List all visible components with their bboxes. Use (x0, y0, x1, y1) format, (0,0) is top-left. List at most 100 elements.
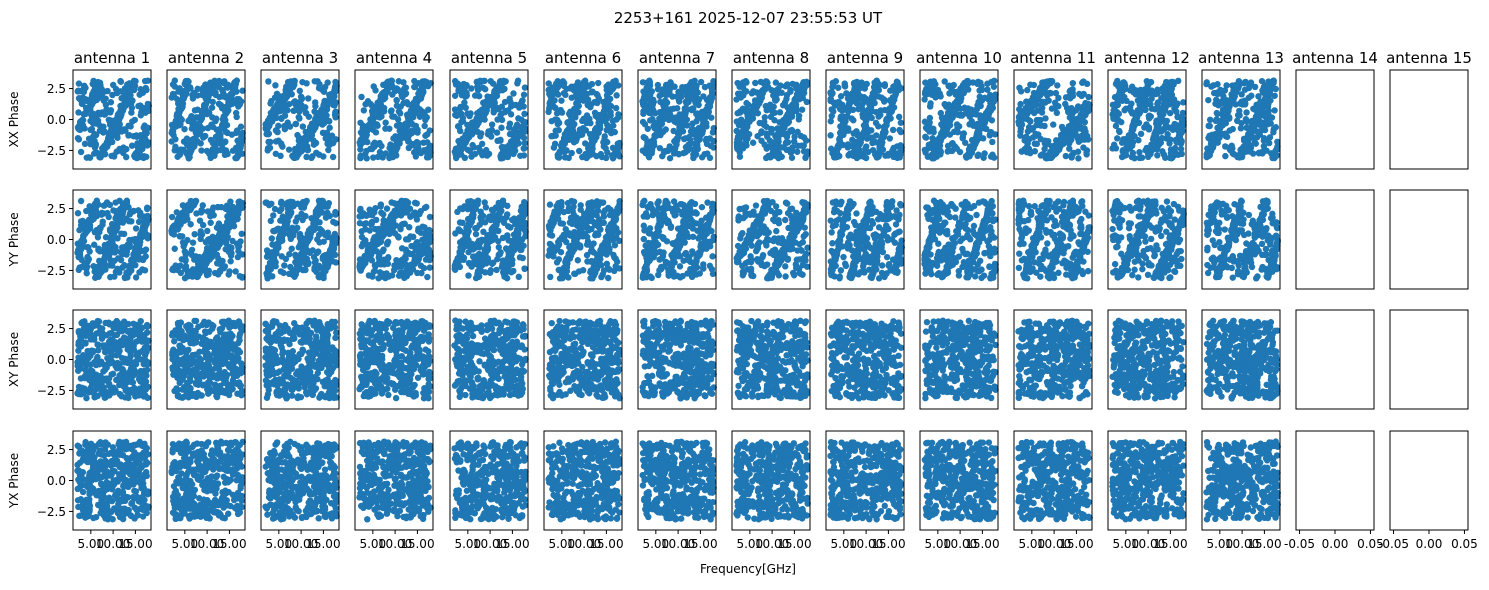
data-point (329, 133, 335, 139)
data-point (203, 507, 209, 513)
data-point (144, 206, 150, 212)
y-tick-label: −2.5 (37, 144, 66, 158)
data-point (141, 485, 147, 491)
data-point (217, 269, 223, 275)
data-point (316, 209, 322, 215)
data-point (121, 383, 127, 389)
data-point (277, 479, 283, 485)
data-point (229, 131, 235, 137)
data-point (267, 139, 273, 145)
data-point (296, 114, 302, 120)
data-point (181, 510, 187, 516)
data-point (225, 224, 231, 230)
data-point (132, 117, 138, 123)
data-point (333, 86, 339, 92)
data-point (295, 489, 301, 495)
data-point (303, 198, 309, 204)
data-point (117, 215, 123, 221)
data-point (171, 231, 177, 237)
data-point (123, 154, 129, 160)
data-point (322, 268, 328, 274)
data-point (272, 249, 278, 255)
data-point (111, 258, 117, 264)
data-point (115, 441, 121, 447)
data-point (274, 226, 280, 232)
data-point (103, 364, 109, 370)
data-point (219, 489, 225, 495)
data-point (333, 236, 339, 242)
data-point (106, 451, 112, 457)
chart-title: 2253+161 2025-12-07 23:55:53 UT (614, 9, 883, 27)
y-tick-label: −2.5 (37, 384, 66, 398)
data-point (194, 473, 200, 479)
scatter-panel (261, 190, 340, 289)
data-point (170, 366, 176, 372)
data-point (99, 151, 105, 157)
data-point (139, 390, 145, 396)
data-point (206, 84, 212, 90)
data-point (311, 218, 317, 224)
data-point (229, 333, 235, 339)
y-axis-label: XX Phase (7, 91, 21, 147)
data-point (120, 102, 126, 108)
data-point (270, 515, 276, 521)
data-point (83, 450, 89, 456)
data-point (83, 266, 89, 272)
data-point (326, 346, 332, 352)
data-point (116, 373, 122, 379)
data-point (264, 247, 270, 253)
data-point (271, 480, 277, 486)
data-point (213, 148, 219, 154)
data-point (310, 445, 316, 451)
data-point (129, 143, 135, 149)
data-point (297, 235, 303, 241)
data-point (319, 121, 325, 127)
data-point (227, 258, 233, 264)
panel-grid: antenna 1−2.50.02.5XX Phase−2.50.02.5YY … (7, 49, 1478, 551)
data-point (287, 199, 293, 205)
data-point (95, 246, 101, 252)
data-point (200, 134, 206, 140)
data-point (109, 239, 115, 245)
data-point (118, 231, 124, 237)
data-point (332, 209, 338, 215)
data-point (88, 336, 94, 342)
data-point (225, 386, 231, 392)
data-point (263, 270, 269, 276)
data-point (239, 327, 245, 333)
data-point (102, 111, 108, 117)
data-point (180, 239, 186, 245)
data-point (298, 211, 304, 217)
data-point (198, 357, 204, 363)
data-point (327, 142, 333, 148)
data-point (82, 367, 88, 373)
data-point (265, 131, 271, 137)
data-point (329, 251, 335, 257)
data-point (303, 80, 309, 86)
data-point (265, 470, 271, 476)
data-point (317, 484, 323, 490)
data-point (278, 199, 284, 205)
data-point (277, 102, 283, 108)
scatter-panel (167, 310, 246, 409)
data-point (108, 107, 114, 113)
data-point (117, 78, 123, 84)
data-point (291, 99, 297, 105)
data-point (265, 391, 271, 397)
data-point (194, 440, 200, 446)
y-tick-label: 2.5 (47, 322, 66, 336)
data-point (120, 516, 126, 522)
data-point (144, 322, 150, 328)
data-point (303, 239, 309, 245)
data-point (113, 149, 119, 155)
scatter-panel (261, 70, 340, 169)
data-point (265, 324, 271, 330)
data-point (119, 498, 125, 504)
data-point (181, 332, 187, 338)
data-point (82, 442, 88, 448)
data-point (84, 154, 90, 160)
data-point (94, 489, 100, 495)
data-point (74, 462, 80, 468)
data-point (292, 328, 298, 334)
data-point (196, 495, 202, 501)
